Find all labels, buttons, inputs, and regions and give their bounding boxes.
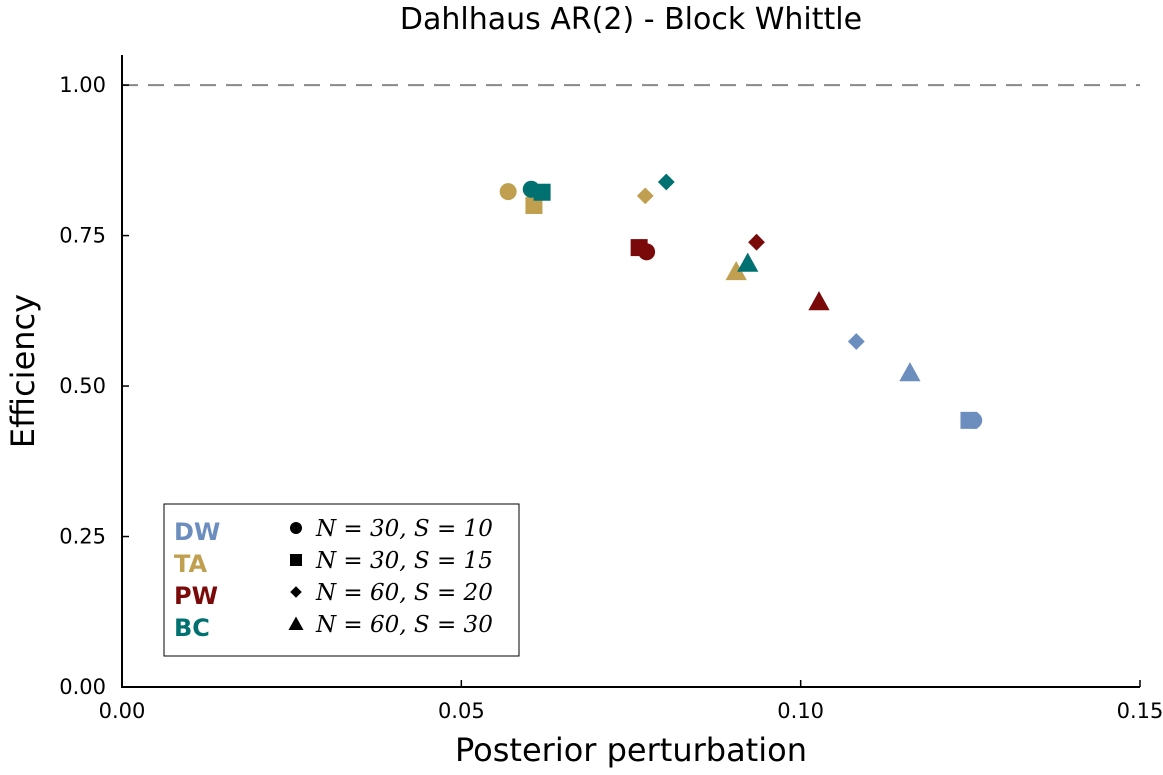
legend-config-label: N = 30, S = 15 [315,548,493,574]
y-tick-label: 1.00 [59,73,106,97]
data-point-ta-diamond [636,187,654,205]
legend: DW TA PW BC N = 30, S = 10 N = 30, S = 15 N = … [163,503,520,657]
x-tick-label: 0.15 [1117,699,1163,723]
data-point-pw-diamond [748,233,765,251]
data-point-ta-circle [499,183,517,201]
y-tick-label: 0.00 [59,675,106,699]
data-point-dw-triangle [899,362,921,382]
legend-marker-square [290,554,302,566]
legend-marker-circle [290,522,302,534]
data-point-bc-triangle [737,252,759,272]
x-axis-label: Posterior perturbation [455,731,807,769]
data-point-bc-diamond [657,173,675,191]
legend-config-label: N = 60, S = 30 [315,612,493,638]
legend-config-label: N = 30, S = 10 [315,516,493,542]
y-tick-label: 0.25 [59,525,106,549]
data-points [499,173,983,429]
x-tick-label: 0.10 [777,699,824,723]
data-point-ta-triangle [725,261,747,281]
legend-method-dw: DW [174,518,220,546]
data-point-pw-triangle [808,291,830,311]
y-axis-label: Efficiency [4,294,42,448]
chart-title: Dahlhaus AR(2) - Block Whittle [400,2,862,37]
y-tick-label: 0.50 [59,374,106,398]
legend-method-pw: PW [174,582,218,610]
axis-ticks: 0.00 0.05 0.10 0.15 0.00 0.25 0.50 0.75 1.00 [59,73,1163,723]
data-point-ta-square [525,196,543,214]
legend-marker-triangle [288,616,304,630]
y-tick-label: 0.75 [59,224,106,248]
legend-marker-diamond [290,586,302,598]
data-point-pw-square [630,239,648,257]
data-point-dw-diamond [847,333,865,350]
legend-method-ta: TA [174,550,208,578]
legend-method-bc: BC [174,614,210,642]
x-tick-label: 0.00 [99,699,146,723]
data-point-bc-square [533,183,551,201]
legend-config-label: N = 60, S = 20 [315,580,493,606]
legend-box [163,503,520,657]
x-tick-label: 0.05 [438,699,485,723]
data-point-dw-square [960,411,978,429]
